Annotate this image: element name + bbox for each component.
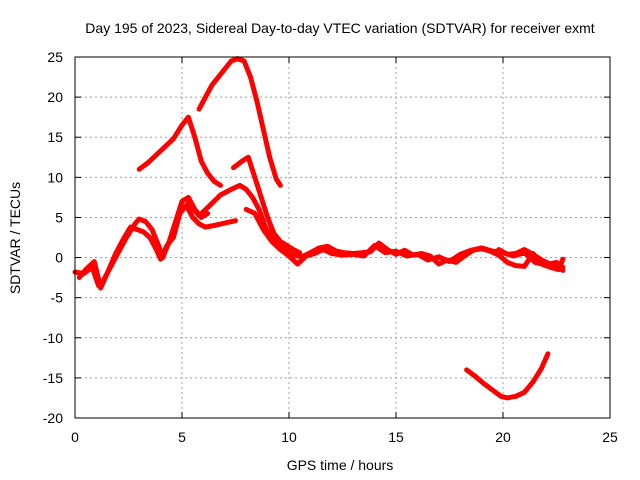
- y-tick-label: 25: [47, 49, 63, 65]
- grid-lines: [75, 57, 610, 418]
- x-tick-label: 25: [602, 429, 618, 445]
- y-tick-label: 20: [47, 89, 63, 105]
- y-tick-label: 15: [47, 129, 63, 145]
- series-arc-8: [282, 240, 566, 273]
- y-tick-label: -15: [43, 370, 63, 386]
- y-tick-label: 5: [55, 209, 63, 225]
- data-series: [72, 56, 566, 401]
- chart-title: Day 195 of 2023, Sidereal Day-to-day VTE…: [85, 20, 594, 36]
- series-arc-4: [196, 56, 283, 188]
- x-tick-label: 20: [495, 429, 511, 445]
- x-tick-label: 5: [178, 429, 186, 445]
- series-arc-2: [76, 202, 238, 291]
- y-tick-label: -20: [43, 410, 63, 426]
- x-tick-label: 10: [281, 429, 297, 445]
- x-tick-label: 15: [388, 429, 404, 445]
- y-tick-label: 0: [55, 250, 63, 266]
- x-axis-label: GPS time / hours: [287, 457, 394, 473]
- plot-frame: [74, 56, 611, 419]
- series-arc-6: [230, 154, 303, 256]
- x-tick-labels: 0 5 10 15 20 25: [71, 429, 618, 445]
- series-arc-9: [496, 247, 566, 273]
- series-arc-3: [136, 114, 223, 188]
- x-tick-label: 0: [71, 429, 79, 445]
- series-arc-7: [243, 206, 566, 270]
- tick-marks: [74, 56, 611, 419]
- y-tick-label: 10: [47, 169, 63, 185]
- series-arc-10: [464, 351, 551, 401]
- y-tick-labels: -20 -15 -10 -5 0 5 10 15 20 25: [43, 49, 63, 426]
- y-tick-label: -5: [51, 290, 64, 306]
- y-tick-label: -10: [43, 330, 63, 346]
- y-axis-label: SDTVAR / TECUs: [7, 182, 23, 294]
